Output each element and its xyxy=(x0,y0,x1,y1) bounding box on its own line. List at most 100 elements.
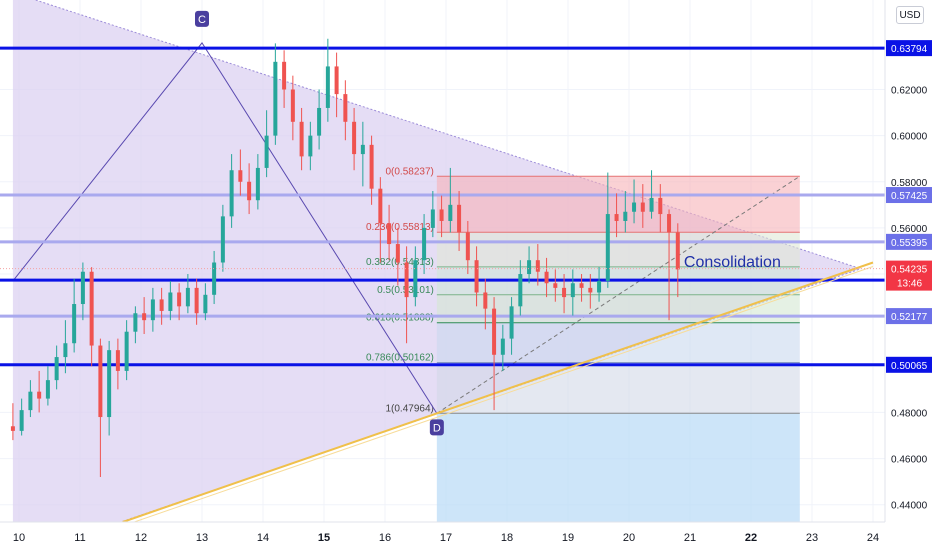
candle-body[interactable] xyxy=(343,94,348,122)
candle-body[interactable] xyxy=(492,308,497,355)
candle-body[interactable] xyxy=(413,260,418,298)
candle-body[interactable] xyxy=(194,287,199,314)
candle-body[interactable] xyxy=(404,262,409,298)
candle-body[interactable] xyxy=(430,209,435,228)
level-price-badge[interactable] xyxy=(886,233,932,250)
candle-body[interactable] xyxy=(203,294,208,314)
consolidation-annotation: Consolidation xyxy=(684,254,781,271)
x-tick-label: 22 xyxy=(745,532,757,544)
candle-body[interactable] xyxy=(500,338,505,355)
candle-body[interactable] xyxy=(133,313,138,332)
candle-body[interactable] xyxy=(212,262,217,295)
level-price-badge[interactable] xyxy=(886,356,932,373)
candle-body[interactable] xyxy=(72,304,77,344)
candle-body[interactable] xyxy=(649,197,654,212)
candle-body[interactable] xyxy=(282,61,287,90)
currency-selector-button[interactable]: USD xyxy=(896,6,924,24)
candle-body[interactable] xyxy=(124,331,129,371)
candle-body[interactable] xyxy=(623,211,628,221)
candle-body[interactable] xyxy=(142,313,147,321)
candle-body[interactable] xyxy=(107,350,112,418)
candle-body[interactable] xyxy=(229,170,234,217)
candle-body[interactable] xyxy=(89,271,94,346)
candle-body[interactable] xyxy=(465,232,470,261)
x-tick-label: 10 xyxy=(13,532,25,544)
candle-body[interactable] xyxy=(614,214,619,221)
candle-body[interactable] xyxy=(675,232,680,270)
candle-body[interactable] xyxy=(457,204,462,233)
candle-body[interactable] xyxy=(290,89,295,122)
candle-body[interactable] xyxy=(317,107,322,136)
candle-body[interactable] xyxy=(483,292,488,309)
candle-body[interactable] xyxy=(544,271,549,284)
level-price-badge[interactable] xyxy=(886,40,932,57)
candle-body[interactable] xyxy=(177,292,182,307)
pivot-marker-d[interactable] xyxy=(429,419,444,436)
candle-body[interactable] xyxy=(387,223,392,245)
candle-body[interactable] xyxy=(518,274,523,307)
candle-body[interactable] xyxy=(334,66,339,95)
candle-body[interactable] xyxy=(632,202,637,212)
candle-body[interactable] xyxy=(264,135,269,168)
candle-body[interactable] xyxy=(422,227,427,261)
candle-body[interactable] xyxy=(448,204,453,221)
candle-body[interactable] xyxy=(150,299,155,321)
candle-body[interactable] xyxy=(273,61,278,136)
candle-body[interactable] xyxy=(588,287,593,293)
candle-body[interactable] xyxy=(185,287,190,307)
level-price-badge[interactable] xyxy=(886,308,932,325)
candle-body[interactable] xyxy=(247,181,252,201)
candle-body[interactable] xyxy=(63,343,68,358)
candle-body[interactable] xyxy=(360,144,365,155)
candle-body[interactable] xyxy=(19,410,24,431)
candle-body[interactable] xyxy=(10,426,15,431)
candle-body[interactable] xyxy=(553,283,558,288)
candle-body[interactable] xyxy=(299,121,304,157)
candle-body[interactable] xyxy=(562,287,567,298)
candle-body[interactable] xyxy=(308,135,313,157)
candle-body[interactable] xyxy=(54,357,59,381)
candle-body[interactable] xyxy=(378,188,383,224)
x-tick-label: 20 xyxy=(623,532,635,544)
candle-body[interactable] xyxy=(579,283,584,288)
candle-body[interactable] xyxy=(80,271,85,305)
abcd-pattern-leg[interactable] xyxy=(12,42,438,414)
candle-body[interactable] xyxy=(325,66,330,108)
fib-zone xyxy=(436,322,800,363)
candle-body[interactable] xyxy=(395,244,400,263)
triangle-upper-edge[interactable] xyxy=(13,0,861,270)
candle-body[interactable] xyxy=(509,306,514,339)
candle-body[interactable] xyxy=(238,170,243,182)
candle-body[interactable] xyxy=(255,167,260,201)
candle-body[interactable] xyxy=(28,391,33,411)
candle-body[interactable] xyxy=(159,299,164,311)
candle-body[interactable] xyxy=(658,197,663,215)
fib-level-label: 0.236(0.55813) xyxy=(366,222,434,233)
candle-body[interactable] xyxy=(527,260,532,275)
level-price-badge[interactable] xyxy=(886,187,932,204)
candle-body[interactable] xyxy=(37,391,42,399)
candle-body[interactable] xyxy=(115,350,120,371)
pivot-marker-c[interactable] xyxy=(195,10,209,27)
candle-body[interactable] xyxy=(45,380,50,399)
candle-body[interactable] xyxy=(640,202,645,212)
x-tick-label: 17 xyxy=(440,532,452,544)
candle-body[interactable] xyxy=(474,260,479,293)
candle-body[interactable] xyxy=(98,345,103,418)
candle-body[interactable] xyxy=(597,280,602,293)
candle-body[interactable] xyxy=(605,214,610,281)
current-price-badge[interactable] xyxy=(886,260,932,291)
candle-body[interactable] xyxy=(220,216,225,263)
candle-body[interactable] xyxy=(352,121,357,155)
candle-body[interactable] xyxy=(369,144,374,189)
candle-body[interactable] xyxy=(570,283,575,298)
rising-trendline[interactable] xyxy=(122,261,874,523)
candle-body[interactable] xyxy=(667,214,672,233)
candle-body[interactable] xyxy=(168,292,173,311)
candle-body[interactable] xyxy=(439,209,444,221)
x-tick-label: 15 xyxy=(318,532,330,544)
current-price-label: 0.54235 xyxy=(891,265,928,276)
candle-body[interactable] xyxy=(535,260,540,272)
